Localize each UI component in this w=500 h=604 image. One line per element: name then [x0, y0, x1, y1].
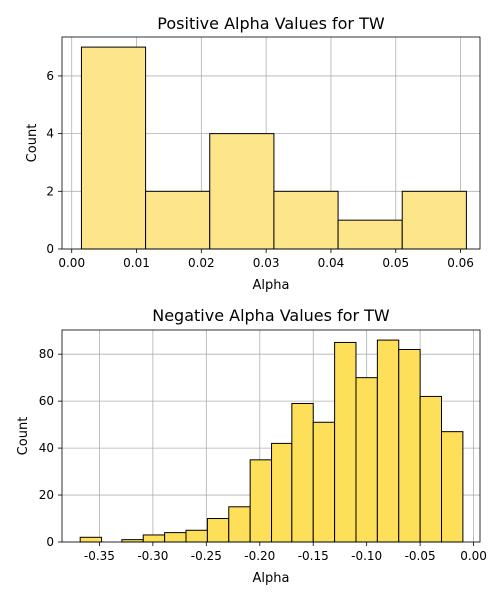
x-ticks: 0.00 0.01 0.02 0.03 0.04 0.05 0.06: [58, 249, 474, 270]
y-tick-label: 4: [46, 127, 54, 141]
histogram-bar: [337, 219, 403, 250]
bars: [79, 339, 464, 543]
x-tick-label: -0.30: [137, 549, 168, 563]
y-tick-label: 80: [39, 347, 54, 361]
histogram-bar: [398, 348, 421, 543]
histogram-bar: [79, 536, 103, 543]
histogram-bar: [312, 421, 336, 543]
x-tick-label: -0.05: [405, 549, 436, 563]
histogram-bar: [164, 532, 187, 543]
y-tick-label: 20: [39, 488, 54, 502]
histogram-bar: [206, 518, 230, 543]
x-tick-label: 0.00: [460, 549, 487, 563]
y-tick-label: 0: [46, 535, 54, 549]
y-tick-label: 0: [46, 242, 54, 256]
x-tick-label: 0.02: [188, 256, 215, 270]
x-tick-label: -0.35: [84, 549, 115, 563]
x-tick-label: -0.10: [351, 549, 382, 563]
x-tick-label: 0.05: [382, 256, 409, 270]
histogram-bar: [271, 442, 293, 543]
x-axis-label: Alpha: [253, 571, 290, 586]
histogram-bar: [334, 341, 357, 543]
y-axis-label: Count: [25, 124, 40, 163]
histogram-bar: [185, 529, 208, 543]
histogram-bar: [209, 133, 275, 250]
x-tick-label: -0.25: [191, 549, 222, 563]
histogram-bar: [228, 506, 251, 543]
y-tick-label: 40: [39, 441, 54, 455]
x-tick-label: 0.00: [58, 256, 85, 270]
x-tick-label: -0.15: [298, 549, 329, 563]
x-tick-label: -0.20: [244, 549, 275, 563]
positive-alpha-histogram: 0.00 0.01 0.02 0.03 0.04 0.05 0.06 0 2 4 6 Positi…: [25, 14, 481, 293]
histogram-bar: [419, 395, 443, 543]
histogram-bar: [355, 377, 378, 543]
x-axis-label: Alpha: [253, 278, 290, 293]
y-ticks: 0 20 40 60 80: [39, 347, 62, 549]
chart-title: Negative Alpha Values for TW: [152, 306, 390, 325]
histogram-bar: [291, 402, 314, 543]
histogram-bar: [376, 339, 400, 543]
histogram-bar: [249, 459, 273, 543]
histogram-bar: [441, 431, 464, 543]
histogram-bar: [80, 46, 147, 250]
y-tick-label: 2: [46, 184, 54, 198]
x-ticks: -0.35 -0.30 -0.25 -0.20 -0.15 -0.10 -0.05 0.00: [84, 542, 487, 563]
y-ticks: 0 2 4 6: [46, 69, 62, 256]
histogram-bar: [142, 534, 166, 543]
y-tick-label: 60: [39, 394, 54, 408]
plot-frame: [61, 36, 481, 250]
plot-frame: [61, 329, 481, 543]
negative-alpha-histogram: -0.35 -0.30 -0.25 -0.20 -0.15 -0.10 -0.05 0.00 …: [16, 306, 487, 586]
y-tick-label: 6: [46, 69, 54, 83]
x-tick-label: 0.04: [318, 256, 345, 270]
x-tick-label: 0.01: [123, 256, 150, 270]
histogram-bar: [273, 190, 339, 250]
x-tick-label: 0.06: [447, 256, 474, 270]
y-axis-label: Count: [16, 417, 31, 456]
histogram-bar: [145, 190, 211, 250]
x-tick-label: 0.03: [253, 256, 280, 270]
bars: [80, 46, 467, 250]
histogram-bar: [401, 190, 467, 250]
chart-title: Positive Alpha Values for TW: [157, 14, 385, 33]
